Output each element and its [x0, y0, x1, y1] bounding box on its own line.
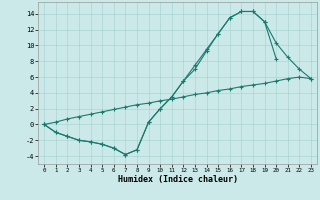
X-axis label: Humidex (Indice chaleur): Humidex (Indice chaleur) — [118, 175, 238, 184]
